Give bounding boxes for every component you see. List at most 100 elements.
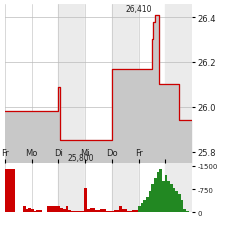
Bar xyxy=(50,206,51,213)
Bar xyxy=(86,188,87,213)
Bar xyxy=(58,206,59,213)
Bar xyxy=(74,211,75,213)
Bar xyxy=(131,211,132,213)
Bar xyxy=(115,210,116,213)
Text: 26,410: 26,410 xyxy=(125,5,152,14)
Bar xyxy=(35,211,36,213)
Bar xyxy=(167,182,168,213)
Bar xyxy=(52,206,54,213)
Bar xyxy=(75,211,76,213)
Bar xyxy=(48,206,50,213)
Bar xyxy=(102,210,103,213)
Bar xyxy=(40,210,42,213)
Bar xyxy=(54,206,55,213)
Bar xyxy=(127,211,128,213)
Bar xyxy=(125,210,126,213)
Bar xyxy=(51,206,52,213)
Bar xyxy=(25,210,27,213)
Bar xyxy=(58,163,85,213)
Bar xyxy=(134,210,135,213)
Bar xyxy=(118,210,119,213)
Bar xyxy=(66,206,67,213)
Bar xyxy=(159,169,161,213)
Bar xyxy=(174,188,175,213)
Bar xyxy=(55,206,56,213)
Bar xyxy=(64,210,66,213)
Bar xyxy=(107,211,108,213)
Bar xyxy=(39,210,40,213)
Bar xyxy=(83,211,84,213)
Bar xyxy=(137,210,138,213)
Bar xyxy=(72,211,74,213)
Bar xyxy=(120,206,122,213)
Bar xyxy=(98,210,99,213)
Bar xyxy=(116,210,118,213)
Bar xyxy=(58,5,85,163)
Bar xyxy=(179,194,181,213)
Bar xyxy=(11,169,12,213)
Bar xyxy=(67,206,68,213)
Bar xyxy=(62,208,63,213)
Bar xyxy=(166,175,167,213)
Bar xyxy=(128,211,130,213)
Bar xyxy=(23,206,24,213)
Bar xyxy=(187,211,189,213)
Bar xyxy=(4,169,6,213)
Bar xyxy=(182,200,183,213)
Bar xyxy=(161,169,162,213)
Bar xyxy=(112,163,138,213)
Bar xyxy=(60,208,62,213)
Bar xyxy=(170,185,171,213)
Bar xyxy=(70,210,71,213)
Bar xyxy=(88,210,90,213)
Bar xyxy=(6,169,7,213)
Bar xyxy=(114,210,115,213)
Bar xyxy=(144,200,146,213)
Bar xyxy=(104,210,106,213)
Bar xyxy=(138,163,165,213)
Bar xyxy=(178,194,179,213)
Bar xyxy=(27,210,28,213)
Bar xyxy=(47,206,48,213)
Bar xyxy=(90,208,91,213)
Bar xyxy=(5,163,58,213)
Bar xyxy=(31,210,32,213)
Bar xyxy=(108,211,110,213)
Bar xyxy=(149,191,150,213)
Bar xyxy=(171,185,173,213)
Bar xyxy=(162,182,163,213)
Bar xyxy=(135,210,137,213)
Bar xyxy=(143,200,144,213)
Bar xyxy=(110,211,111,213)
Bar xyxy=(85,163,112,213)
Bar xyxy=(168,182,170,213)
Bar xyxy=(185,210,186,213)
Bar xyxy=(56,206,58,213)
Bar xyxy=(13,169,15,213)
Bar xyxy=(147,197,149,213)
Bar xyxy=(153,185,154,213)
Bar xyxy=(7,169,8,213)
Bar xyxy=(154,179,155,213)
Bar xyxy=(68,210,70,213)
Bar xyxy=(126,210,127,213)
Bar xyxy=(130,211,131,213)
Bar xyxy=(165,175,166,213)
Bar xyxy=(80,211,82,213)
Bar xyxy=(34,211,35,213)
Bar xyxy=(119,206,120,213)
Bar xyxy=(155,179,156,213)
Bar xyxy=(112,211,114,213)
Bar xyxy=(106,211,107,213)
Bar xyxy=(12,169,13,213)
Bar xyxy=(78,211,79,213)
Bar xyxy=(91,208,92,213)
Bar xyxy=(87,210,88,213)
Bar xyxy=(59,206,60,213)
Text: 25,800: 25,800 xyxy=(68,153,94,162)
Bar xyxy=(175,191,177,213)
Bar xyxy=(122,210,123,213)
Bar xyxy=(92,208,94,213)
Bar xyxy=(183,210,185,213)
Bar xyxy=(138,5,165,163)
